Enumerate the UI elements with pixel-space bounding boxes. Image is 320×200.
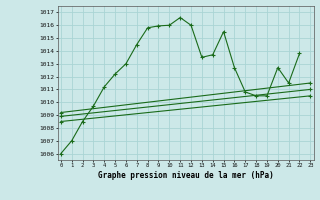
X-axis label: Graphe pression niveau de la mer (hPa): Graphe pression niveau de la mer (hPa) <box>98 171 274 180</box>
